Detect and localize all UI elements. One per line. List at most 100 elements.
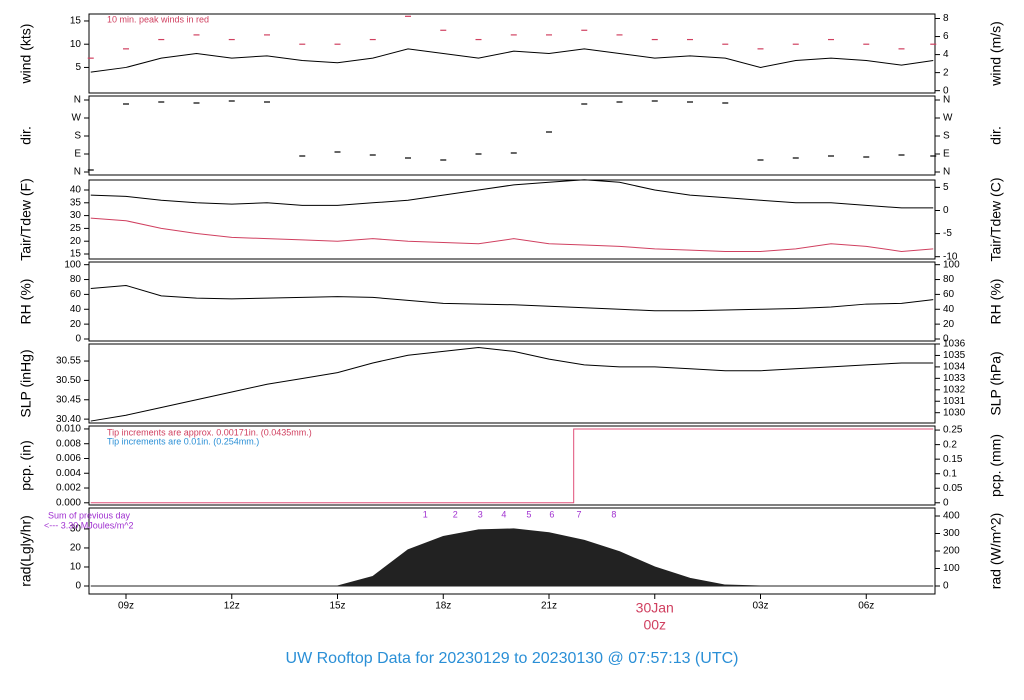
x-tick-label: 18z [435,601,451,612]
y-tick-label: 0.002 [56,483,81,494]
panel-frame [88,179,936,260]
x-tick-label: 00z [643,617,666,633]
y-tick-label: 1031 [943,396,966,407]
y-tick-label: 15 [70,249,82,260]
panel-frame [88,95,936,176]
y-tick-label: 4 [943,49,949,60]
hour-mark: 1 [423,509,428,519]
y-tick-label: 0 [943,334,949,345]
y-tick-label: 30 [70,210,82,221]
y-axis-title: SLP (inHg) [18,349,34,417]
y-tick-label: 1033 [943,373,966,384]
hour-mark: 6 [549,509,554,519]
y-tick-label: 40 [70,304,82,315]
y-tick-label: 20 [943,319,955,330]
y-tick-label: 0 [943,581,949,592]
panel-frame [88,425,936,506]
y2-axis-title: SLP (hPa) [988,351,1004,415]
x-date-label: 30Jan [636,600,674,616]
y-tick-label: 15 [70,16,82,27]
y-tick-label: 0.15 [943,454,963,465]
y-tick-label: 20 [70,319,82,330]
y2-axis-title: rad (W/m^2) [988,513,1004,590]
line [90,284,934,312]
y-tick-label: W [943,113,953,124]
y-tick-label: 60 [943,289,955,300]
y-tick-label: 5 [943,182,949,193]
annotation: 10 min. peak winds in red [107,14,209,24]
y-axis-title: wind (kts) [18,24,34,85]
panel-frame [88,343,936,424]
y-tick-label: 35 [70,197,82,208]
y-tick-label: W [72,113,82,124]
y-tick-label: 0.000 [56,497,81,508]
panel-frame [88,13,936,94]
annotation: Sum of previous day [48,510,131,520]
y-axis-title: rad(Lgly/hr) [18,515,34,587]
y-axis-title: RH (%) [18,279,34,325]
hour-mark: 8 [611,509,616,519]
y-tick-label: 8 [943,13,949,24]
y-tick-label: 100 [64,259,81,270]
y-axis-title: dir. [18,126,34,145]
y-tick-label: 30.50 [56,375,81,386]
y-tick-label: -5 [943,228,952,239]
y-tick-label: 30.45 [56,394,81,405]
panel-frame [88,261,936,342]
x-tick-label: 12z [224,601,240,612]
line [90,428,934,504]
y-tick-label: N [943,95,950,106]
y-tick-label: N [943,167,950,178]
y-tick-label: 1030 [943,407,966,418]
y-tick-label: 10 [70,562,82,573]
y-tick-label: S [943,131,950,142]
y-tick-label: 0.004 [56,468,81,479]
y-axis-title: pcp. (in) [18,440,34,491]
y-tick-label: 2 [943,67,949,78]
annotation: <--- 3.30 MJoules/m^2 [44,520,134,530]
y2-axis-title: RH (%) [988,279,1004,325]
annotation: Tip increments are 0.01in. (0.254mm.) [107,436,259,446]
y2-axis-title: dir. [988,126,1004,145]
y-tick-label: 30.55 [56,356,81,367]
line [90,346,934,422]
y-tick-label: 80 [70,274,82,285]
y-tick-label: 0.010 [56,424,81,435]
y-tick-label: 20 [70,236,82,247]
y-tick-label: 25 [70,223,82,234]
x-tick-label: 15z [329,601,345,612]
y-tick-label: 0.25 [943,425,963,436]
hour-mark: 7 [576,509,581,519]
y2-axis-title: Tair/Tdew (C) [988,177,1004,261]
y-tick-label: 300 [943,528,960,539]
y-tick-label: 40 [943,304,955,315]
y-axis-title: Tair/Tdew (F) [18,178,34,260]
y-tick-label: 10 [70,39,82,50]
hour-mark: 5 [526,509,531,519]
y-tick-label: 0.006 [56,453,81,464]
y-tick-label: N [74,167,81,178]
y-tick-label: S [74,131,81,142]
y2-axis-title: wind (m/s) [988,21,1004,87]
x-tick-label: 03z [752,601,768,612]
y-tick-label: 200 [943,546,960,557]
y-tick-label: 1032 [943,384,966,395]
hour-mark: 2 [453,509,458,519]
y-tick-label: 6 [943,31,949,42]
y-tick-label: N [74,95,81,106]
y-tick-label: 1034 [943,362,966,373]
y-tick-label: 30.40 [56,414,81,425]
y-tick-label: 0 [943,85,949,96]
y-tick-label: -10 [943,251,958,262]
x-tick-label: 09z [118,601,134,612]
y-tick-label: 1036 [943,339,966,350]
y-tick-label: 0.05 [943,483,963,494]
line [90,217,934,252]
area [90,528,934,587]
hour-mark: 4 [501,509,506,519]
y-tick-label: E [943,149,950,160]
y-tick-label: E [74,149,81,160]
line [90,48,934,73]
y-tick-label: 0 [75,334,81,345]
